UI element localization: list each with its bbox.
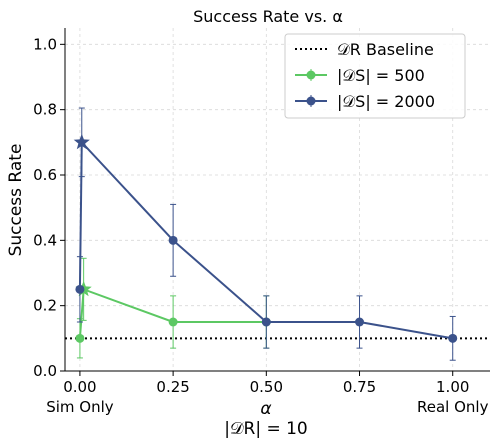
axes <box>60 28 490 376</box>
legend-label: |𝒟S| = 2000 <box>337 92 435 111</box>
x-tick-label: 1.00 <box>436 378 469 396</box>
x-tick-sublabel: Real Only <box>417 398 489 416</box>
data-point <box>75 284 85 294</box>
chart-title: Success Rate vs. α <box>193 7 343 26</box>
x-tick-label: 0.00 <box>63 378 96 396</box>
x-axis-sublabel: |𝒟R| = 10 <box>224 419 308 439</box>
y-tick-label: 1.0 <box>33 35 57 53</box>
data-point <box>75 333 85 343</box>
legend-swatch-marker <box>306 96 316 106</box>
data-point <box>261 317 271 327</box>
y-tick-label: 0.2 <box>33 297 57 315</box>
tick-labels: 0.00 Sim Only 0.25 0.50 0.75 1.00 Real Only 0.0… <box>33 35 488 416</box>
data-point <box>448 333 458 343</box>
x-tick-label: 0.50 <box>250 378 283 396</box>
y-tick-label: 0.4 <box>33 231 57 249</box>
series-layer <box>73 107 458 361</box>
legend: 𝒟R Baseline |𝒟S| = 500 |𝒟S| = 2000 <box>284 33 466 119</box>
series-line <box>78 287 267 339</box>
y-tick-label: 0.8 <box>33 101 57 119</box>
legend-label: |𝒟S| = 500 <box>337 66 425 85</box>
data-point <box>168 317 178 327</box>
y-axis-label: Success Rate <box>6 144 26 257</box>
legend-label: 𝒟R Baseline <box>337 40 434 59</box>
series-1 <box>73 107 458 361</box>
legend-swatch-marker <box>306 70 316 80</box>
y-tick-label: 0.6 <box>33 166 57 184</box>
x-axis-label: α <box>260 399 271 419</box>
data-point <box>168 235 178 245</box>
x-tick-sublabel: Sim Only <box>46 398 114 416</box>
legend-box <box>284 33 466 119</box>
data-point <box>355 317 365 327</box>
x-tick-label: 0.25 <box>156 378 189 396</box>
x-tick-label: 0.75 <box>343 378 376 396</box>
data-point-star <box>73 133 90 150</box>
y-tick-label: 0.0 <box>33 362 57 380</box>
